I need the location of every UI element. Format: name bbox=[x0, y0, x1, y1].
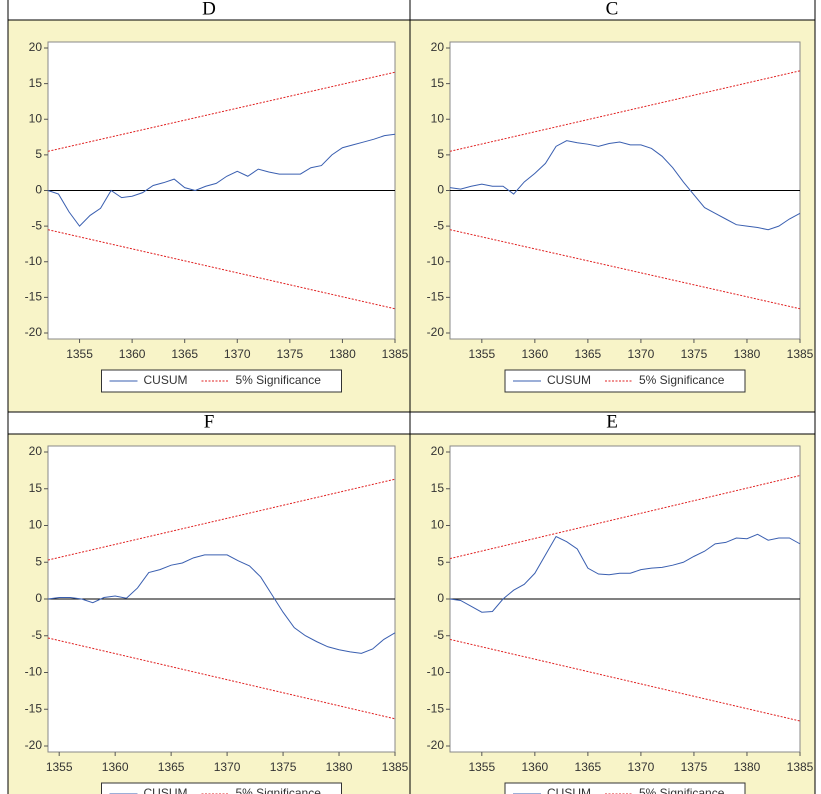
legend-label: CUSUM bbox=[547, 786, 591, 794]
legend bbox=[504, 782, 746, 794]
y-tick-label: -15 bbox=[25, 701, 43, 715]
y-tick-label: -10 bbox=[25, 665, 43, 679]
x-tick-label: 1380 bbox=[734, 347, 761, 361]
x-tick-label: 1360 bbox=[102, 760, 129, 774]
x-tick-label: 1375 bbox=[270, 760, 297, 774]
x-tick-label: 1360 bbox=[119, 347, 146, 361]
y-tick-label: -20 bbox=[25, 325, 43, 339]
x-tick-label: 1385 bbox=[382, 760, 409, 774]
legend-label: 5% Significance bbox=[236, 786, 322, 794]
y-tick-label: 5 bbox=[437, 554, 444, 568]
x-tick-label: 1365 bbox=[158, 760, 185, 774]
cusum-line bbox=[449, 140, 801, 231]
panel-title: E bbox=[606, 411, 618, 432]
y-tick-label: 5 bbox=[35, 554, 42, 568]
x-tick-label: 1380 bbox=[329, 347, 356, 361]
x-tick-label: 1385 bbox=[382, 347, 409, 361]
significance-line bbox=[449, 475, 801, 560]
y-tick-label: -10 bbox=[427, 254, 445, 268]
panel-title: C bbox=[606, 0, 619, 19]
y-tick-label: 20 bbox=[431, 444, 445, 458]
legend bbox=[101, 369, 342, 393]
y-tick-label: 10 bbox=[431, 111, 445, 125]
y-tick-label: 10 bbox=[431, 518, 445, 532]
y-tick-label: 0 bbox=[437, 591, 444, 605]
y-tick-label: -20 bbox=[427, 738, 445, 752]
y-tick-label: -20 bbox=[25, 738, 43, 752]
panel-title: D bbox=[202, 0, 216, 19]
y-tick-label: -20 bbox=[427, 325, 445, 339]
x-tick-label: 1355 bbox=[468, 760, 495, 774]
y-tick-label: 20 bbox=[431, 40, 445, 54]
y-tick-label: 10 bbox=[29, 111, 43, 125]
x-tick-label: 1375 bbox=[681, 347, 708, 361]
y-tick-label: -15 bbox=[25, 290, 43, 304]
x-tick-label: 1375 bbox=[276, 347, 303, 361]
y-tick-label: 20 bbox=[29, 40, 43, 54]
legend-label: 5% Significance bbox=[236, 373, 322, 387]
cusum-line bbox=[449, 533, 801, 613]
cusum-line bbox=[47, 133, 396, 227]
x-tick-label: 1385 bbox=[787, 760, 814, 774]
significance-line bbox=[449, 70, 801, 152]
y-tick-label: 0 bbox=[437, 183, 444, 197]
x-tick-label: 1380 bbox=[734, 760, 761, 774]
x-tick-label: 1365 bbox=[171, 347, 198, 361]
x-tick-label: 1370 bbox=[628, 347, 655, 361]
cusum-line bbox=[47, 554, 396, 654]
y-tick-label: 15 bbox=[29, 481, 43, 495]
x-tick-label: 1360 bbox=[521, 760, 548, 774]
y-tick-label: -15 bbox=[427, 290, 445, 304]
y-tick-label: -10 bbox=[427, 665, 445, 679]
x-tick-label: 1365 bbox=[575, 760, 602, 774]
y-tick-label: 15 bbox=[431, 76, 445, 90]
y-tick-label: 15 bbox=[29, 76, 43, 90]
significance-line bbox=[449, 229, 801, 310]
y-tick-label: 10 bbox=[29, 518, 43, 532]
x-tick-label: 1380 bbox=[326, 760, 353, 774]
legend-label: CUSUM bbox=[144, 786, 188, 794]
y-tick-label: 20 bbox=[29, 444, 43, 458]
legend-label: 5% Significance bbox=[639, 786, 725, 794]
legend bbox=[101, 782, 342, 794]
legend-label: 5% Significance bbox=[639, 373, 725, 387]
x-tick-label: 1355 bbox=[66, 347, 93, 361]
y-tick-label: -15 bbox=[427, 701, 445, 715]
y-tick-label: -5 bbox=[31, 218, 42, 232]
panel-title: F bbox=[204, 411, 215, 432]
y-tick-label: 15 bbox=[431, 481, 445, 495]
x-tick-label: 1355 bbox=[46, 760, 73, 774]
y-tick-label: 5 bbox=[437, 147, 444, 161]
legend-label: CUSUM bbox=[144, 373, 188, 387]
legend-label: CUSUM bbox=[547, 373, 591, 387]
significance-line bbox=[449, 638, 801, 722]
y-tick-label: -5 bbox=[433, 628, 444, 642]
y-tick-label: -10 bbox=[25, 254, 43, 268]
y-tick-label: -5 bbox=[31, 628, 42, 642]
x-tick-label: 1355 bbox=[468, 347, 495, 361]
y-tick-label: 0 bbox=[35, 183, 42, 197]
y-tick-label: 5 bbox=[35, 147, 42, 161]
x-tick-label: 1385 bbox=[787, 347, 814, 361]
x-tick-label: 1360 bbox=[521, 347, 548, 361]
x-tick-label: 1370 bbox=[214, 760, 241, 774]
x-tick-label: 1370 bbox=[224, 347, 251, 361]
y-tick-label: -5 bbox=[433, 218, 444, 232]
y-tick-label: 0 bbox=[35, 591, 42, 605]
x-tick-label: 1375 bbox=[681, 760, 708, 774]
x-tick-label: 1370 bbox=[628, 760, 655, 774]
legend bbox=[504, 369, 746, 393]
x-tick-label: 1365 bbox=[575, 347, 602, 361]
